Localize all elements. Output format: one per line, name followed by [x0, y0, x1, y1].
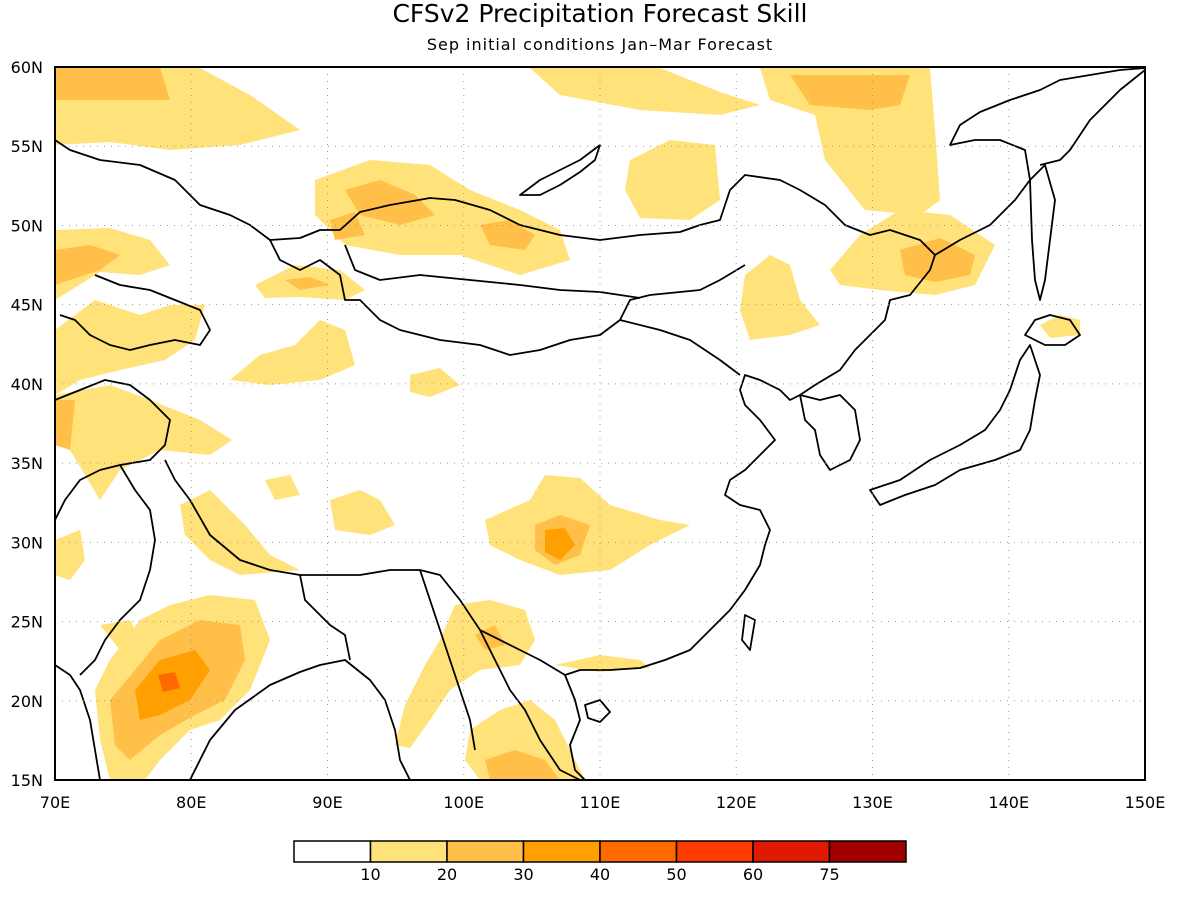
colorbar-swatch — [522, 840, 601, 863]
shade-guangdong — [555, 655, 650, 672]
colorbar-swatch — [599, 840, 678, 863]
shade-baikal — [625, 140, 720, 220]
colorbar-label: 30 — [513, 865, 533, 884]
coastline-arctic — [54, 139, 936, 396]
coastline-korea — [799, 394, 861, 471]
shade-gansu — [410, 368, 460, 397]
shade4-india — [158, 672, 180, 692]
border-india-pakistan — [79, 464, 156, 676]
shade2-amur — [900, 238, 975, 282]
lon-tick-label: 70E — [40, 793, 70, 812]
coastline-sakhalin — [1029, 164, 1056, 301]
colorbar-label: 20 — [437, 865, 457, 884]
colorbar-label: 10 — [360, 865, 380, 884]
colorbar-swatch — [828, 840, 907, 863]
border-mongolia-south — [344, 244, 641, 299]
lat-tick-label: 30N — [11, 533, 43, 552]
shade2-indochina — [485, 750, 560, 780]
lat-tick-label: 20N — [11, 692, 43, 711]
lat-tick-label: 40N — [11, 375, 43, 394]
shade2-balkhash — [285, 277, 330, 290]
border-myanmar — [419, 569, 476, 751]
colorbar-swatch — [369, 840, 448, 863]
shade-himalaya — [180, 490, 300, 575]
shade-north-central — [530, 68, 760, 115]
lon-tick-label: 140E — [988, 793, 1029, 812]
latitude-labels: 60N 55N 50N 45N 40N 35N 30N 25N 20N 15N — [11, 58, 43, 790]
shade-india-west — [100, 620, 140, 650]
shade2-kazakh — [55, 245, 120, 285]
shade-afghan — [55, 530, 85, 580]
coastline-taiwan — [741, 614, 756, 651]
map-frame — [54, 66, 1146, 781]
lon-tick-label: 110E — [580, 793, 621, 812]
map-title: CFSv2 Precipitation Forecast Skill — [392, 0, 807, 28]
map-subtitle: Sep initial conditions Jan–Mar Forecast — [427, 35, 773, 54]
lat-tick-label: 15N — [11, 771, 43, 790]
coastline-east-china — [564, 374, 801, 676]
shade-caspian-belt — [55, 300, 205, 395]
shade2-north-east — [790, 75, 910, 110]
longitude-labels: 70E 80E 90E 100E 110E 120E 130E 140E 150E — [40, 793, 1166, 812]
shade2-mongolia — [345, 180, 435, 225]
shade-tarim — [230, 320, 355, 385]
lon-tick-label: 150E — [1125, 793, 1166, 812]
border-himalaya — [164, 459, 566, 676]
lon-tick-label: 90E — [312, 793, 342, 812]
shade2-mongolia-b — [330, 212, 365, 240]
coastlines-borders — [54, 67, 1146, 781]
lon-tick-label: 100E — [443, 793, 484, 812]
colorbar-label: 50 — [666, 865, 686, 884]
shade-mongolia-east — [740, 255, 820, 340]
border-laos-vietnam — [479, 629, 581, 781]
lat-tick-label: 25N — [11, 613, 43, 632]
lat-tick-label: 35N — [11, 454, 43, 473]
shade2-north-west — [55, 68, 170, 100]
coastline-okhotsk — [934, 67, 1146, 256]
shade3-sichuan — [545, 528, 575, 560]
colorbar-swatch — [293, 840, 372, 863]
shade-qinghai — [330, 490, 395, 535]
colorbar-swatch — [446, 840, 525, 863]
lon-tick-label: 130E — [852, 793, 893, 812]
lat-tick-label: 45N — [11, 296, 43, 315]
skill-shading-40-50 — [158, 672, 180, 692]
lon-tick-label: 80E — [176, 793, 206, 812]
coastline-indochina — [564, 674, 586, 781]
coastline-caspian — [59, 274, 211, 351]
lat-tick-label: 60N — [11, 58, 43, 77]
border-north-china — [619, 319, 741, 376]
lake-baikal — [519, 144, 601, 196]
coastline-india-west — [54, 664, 101, 781]
shade-central-asia — [55, 385, 232, 500]
colorbar-swatch — [675, 840, 754, 863]
colorbar-label: 60 — [743, 865, 763, 884]
coastline-japan-honshu — [869, 344, 1041, 506]
coastline-kamchatka — [1039, 69, 1146, 166]
colorbar-label: 40 — [590, 865, 610, 884]
border-tibet-nepal — [299, 574, 351, 661]
lat-tick-label: 55N — [11, 137, 43, 156]
border-central-asia — [54, 379, 171, 521]
colorbar: 10 20 30 40 50 60 75 — [293, 840, 907, 884]
coastline-bay-of-bengal — [189, 659, 411, 781]
coastline-hokkaido — [1024, 314, 1081, 346]
lat-tick-label: 50N — [11, 216, 43, 235]
shade2-selenga — [480, 220, 535, 250]
colorbar-label: 75 — [819, 865, 839, 884]
coastline-hainan — [584, 699, 611, 723]
border-kazakh-china — [269, 239, 746, 356]
shade2-caspian — [55, 400, 75, 450]
shade-tibet-west — [265, 475, 300, 500]
colorbar-swatch — [752, 840, 831, 863]
lon-tick-label: 120E — [716, 793, 757, 812]
